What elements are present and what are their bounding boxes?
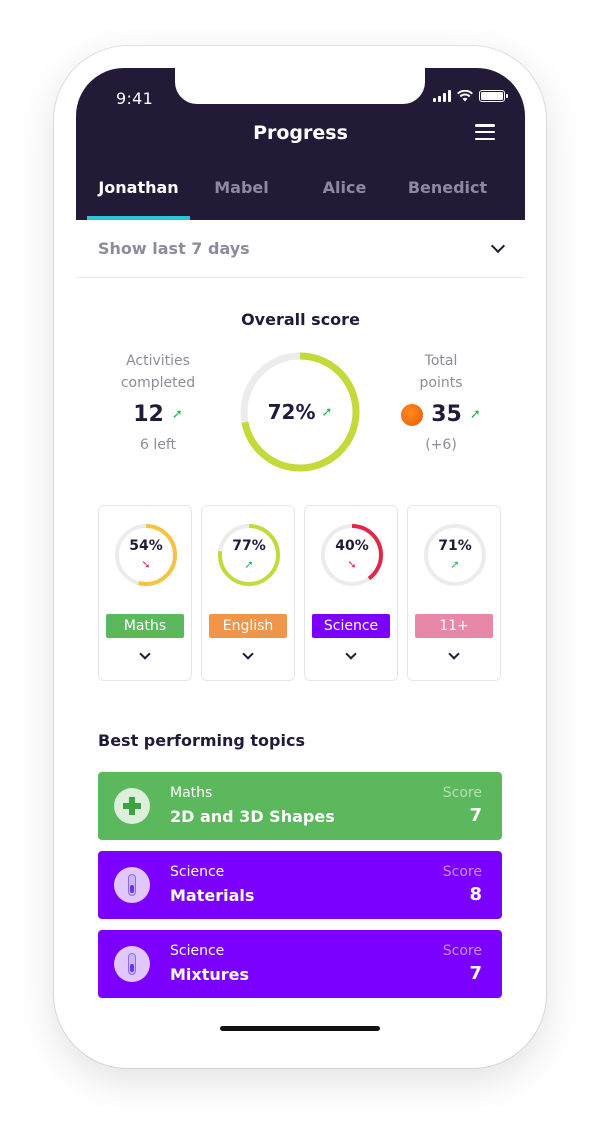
topic-card[interactable]: Science Materials Score 8 [98, 851, 502, 919]
trend-down-icon: ➘ [141, 558, 151, 571]
child-tabs: Jonathan Mabel Alice Benedict [87, 176, 525, 220]
signal-icon [433, 90, 451, 102]
trend-up-icon: ➚ [469, 407, 481, 422]
trend-up-icon: ➚ [450, 558, 460, 571]
chevron-down-icon[interactable] [448, 648, 460, 660]
points-label-2: points [419, 375, 463, 391]
date-range-label: Show last 7 days [98, 239, 250, 258]
tab-mabel[interactable]: Mabel [214, 178, 269, 197]
subject-score-arc [115, 524, 177, 586]
topic-score-label: Score [442, 943, 482, 959]
trend-up-icon: ➚ [171, 407, 183, 422]
points-stat: Total points 35 ➚ (+6) [396, 350, 486, 453]
subject-score-arc [218, 524, 280, 586]
topic-name: Materials [170, 886, 255, 905]
subject-cards: 54% ➘ Maths 77% ➚ English [98, 505, 502, 681]
points-value: 35 [431, 402, 462, 427]
best-topics-title: Best performing topics [98, 731, 305, 750]
topic-score: 8 [469, 884, 482, 905]
subject-tag: 11+ [415, 614, 493, 638]
overall-score-title: Overall score [241, 310, 360, 329]
subject-score: 40% [335, 538, 369, 554]
chevron-down-icon [490, 238, 506, 254]
subject-score: 77% [232, 538, 266, 554]
subject-ring: 71% ➚ [422, 522, 488, 588]
home-indicator[interactable] [220, 1026, 380, 1031]
overall-score-ring: 72% ➚ [238, 350, 362, 474]
status-time: 9:41 [116, 89, 154, 108]
topic-name: Mixtures [170, 965, 250, 984]
plus-icon [114, 788, 150, 824]
topic-card[interactable]: Science Mixtures Score 7 [98, 930, 502, 998]
trend-up-icon: ➚ [244, 558, 254, 571]
status-icons [433, 90, 508, 102]
chevron-down-icon[interactable] [242, 648, 254, 660]
subject-card-11-plus[interactable]: 71% ➚ 11+ [407, 505, 501, 681]
topic-score-label: Score [442, 864, 482, 880]
page-title: Progress [253, 122, 348, 144]
topic-score: 7 [469, 963, 482, 984]
trend-down-icon: ➘ [347, 558, 357, 571]
overall-score-arc [240, 352, 360, 472]
activities-stat: Activities completed 12 ➚ 6 left [106, 350, 210, 453]
subject-ring: 40% ➘ [319, 522, 385, 588]
tab-alice[interactable]: Alice [322, 178, 367, 197]
chevron-down-icon[interactable] [345, 648, 357, 660]
subject-card-english[interactable]: 77% ➚ English [201, 505, 295, 681]
overall-score-value: 72% [267, 400, 316, 424]
coin-icon [401, 403, 424, 426]
points-change: (+6) [425, 437, 457, 453]
hamburger-icon[interactable] [475, 124, 495, 140]
app-header: 9:41 Progress Jonathan Mabel Alice Bened… [76, 68, 525, 220]
chevron-down-icon[interactable] [139, 648, 151, 660]
test-tube-icon [114, 867, 150, 903]
subject-score-arc [321, 524, 383, 586]
subject-ring: 54% ➘ [113, 522, 179, 588]
activities-left: 6 left [139, 437, 177, 453]
subject-tag: Science [312, 614, 390, 638]
topic-subject: Science [170, 943, 225, 959]
trend-up-icon: ➚ [321, 404, 333, 420]
subject-score: 54% [129, 538, 163, 554]
battery-icon [479, 90, 508, 102]
activities-label-2: completed [120, 375, 196, 391]
topic-subject: Maths [170, 785, 213, 801]
phone-notch [175, 68, 425, 104]
app-screen: 9:41 Progress Jonathan Mabel Alice Bened… [76, 68, 525, 1050]
subject-card-science[interactable]: 40% ➘ Science [304, 505, 398, 681]
tab-benedict[interactable]: Benedict [407, 178, 488, 197]
subject-score: 71% [438, 538, 472, 554]
subject-card-maths[interactable]: 54% ➘ Maths [98, 505, 192, 681]
topic-subject: Science [170, 864, 225, 880]
tab-jonathan[interactable]: Jonathan [87, 176, 190, 220]
wifi-icon [457, 90, 473, 102]
topic-score: 7 [469, 805, 482, 826]
topic-score-label: Score [442, 785, 482, 801]
date-range-select[interactable]: Show last 7 days [76, 220, 525, 278]
points-label-1: Total [424, 353, 458, 369]
activities-value-row: 12 ➚ [106, 402, 210, 427]
activities-label-1: Activities [126, 353, 190, 369]
subject-ring: 77% ➚ [216, 522, 282, 588]
points-value-row: 35 ➚ [396, 402, 486, 427]
topic-card[interactable]: Maths 2D and 3D Shapes Score 7 [98, 772, 502, 840]
test-tube-icon [114, 946, 150, 982]
subject-tag: Maths [106, 614, 184, 638]
subject-tag: English [209, 614, 287, 638]
activities-value: 12 [133, 402, 164, 427]
topic-name: 2D and 3D Shapes [170, 807, 335, 826]
